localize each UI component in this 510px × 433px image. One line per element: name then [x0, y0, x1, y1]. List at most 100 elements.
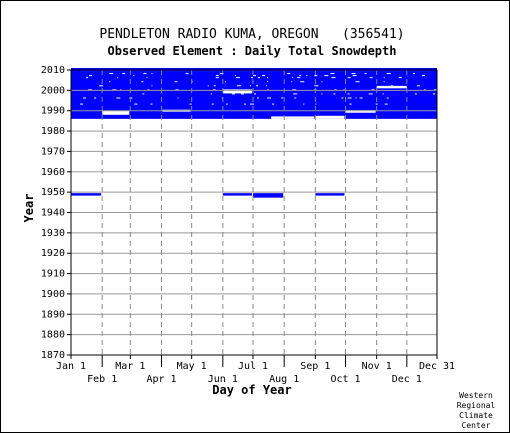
y-tick-label: 1890	[41, 309, 65, 320]
missing-day	[215, 75, 219, 77]
missing-day	[191, 81, 193, 83]
missing-day	[267, 89, 270, 91]
chart-title: PENDLETON RADIO KUMA, OREGON (356541)	[99, 27, 404, 42]
missing-day	[210, 93, 212, 95]
y-tick-label: 1940	[41, 208, 65, 219]
missing-day	[249, 85, 251, 87]
missing-day	[177, 97, 179, 99]
missing-day	[398, 77, 402, 79]
missing-day	[315, 103, 317, 105]
y-tick-label: 2000	[41, 85, 65, 96]
missing-day	[347, 97, 352, 99]
missing-day	[390, 85, 393, 87]
missing-day	[343, 89, 345, 91]
missing-day	[151, 73, 153, 75]
data-gap	[271, 116, 315, 119]
missing-day	[292, 77, 294, 79]
missing-day	[99, 85, 104, 87]
missing-day	[333, 93, 336, 95]
coverage-block	[315, 193, 345, 196]
missing-day	[86, 77, 89, 79]
y-tick-label: 2010	[41, 65, 65, 76]
missing-day	[122, 73, 126, 75]
missing-day	[321, 81, 323, 83]
missing-day	[267, 97, 272, 99]
missing-day	[262, 75, 266, 77]
x-tick-label: Aug 1	[269, 374, 299, 385]
axis-layer: 1870 1880 1890 1900 1910 1920 1930 1940 1950 1960…	[41, 65, 455, 385]
missing-day	[299, 75, 302, 77]
missing-day	[146, 77, 148, 79]
missing-day	[116, 97, 121, 99]
missing-day	[359, 97, 363, 99]
missing-day	[351, 73, 356, 75]
credit-line-3: Climate	[459, 411, 493, 420]
missing-day	[347, 93, 350, 95]
x-tick-label: Apr 1	[146, 374, 176, 385]
x-tick-label: Sep 1	[300, 361, 330, 372]
y-tick-label: 1910	[41, 269, 65, 280]
missing-day	[133, 75, 135, 77]
missing-day	[433, 89, 437, 91]
missing-day	[291, 81, 293, 83]
missing-day	[235, 77, 240, 79]
data-gap	[315, 115, 345, 119]
y-tick-label: 1970	[41, 146, 65, 157]
missing-day	[300, 81, 305, 83]
missing-day	[341, 97, 344, 99]
plot-border	[70, 69, 438, 356]
y-tick-label: 1920	[41, 248, 65, 259]
missing-day	[314, 85, 319, 87]
missing-day	[243, 103, 246, 105]
y-tick-label: 1950	[41, 187, 65, 198]
missing-day	[281, 97, 284, 99]
missing-day	[231, 93, 235, 95]
missing-day	[213, 85, 216, 87]
missing-day	[382, 93, 384, 95]
missing-day	[88, 89, 93, 91]
missing-day	[330, 73, 335, 75]
x-tick-label: Mar 1	[115, 361, 145, 372]
y-tick-label: 1990	[41, 106, 65, 117]
missing-day	[324, 75, 329, 77]
missing-day	[112, 89, 117, 91]
missing-day	[109, 81, 111, 83]
missing-day	[267, 81, 269, 83]
missing-day	[294, 97, 297, 99]
missing-day	[254, 93, 257, 95]
missing-day	[234, 75, 236, 77]
missing-day	[89, 75, 93, 77]
missing-day	[120, 89, 122, 91]
missing-day	[355, 97, 357, 99]
missing-day	[83, 97, 87, 99]
missing-day	[314, 75, 318, 77]
missing-day	[287, 73, 291, 75]
missing-day	[151, 85, 153, 87]
credit-block: Western Regional Climate Center	[457, 391, 496, 430]
missing-day	[174, 81, 178, 83]
x-tick-label: Nov 1	[362, 361, 392, 372]
missing-day	[256, 85, 259, 87]
missing-day	[386, 73, 391, 75]
missing-day	[383, 81, 385, 83]
y-tick-label: 1880	[41, 330, 65, 341]
missing-day	[423, 89, 426, 91]
missing-day	[352, 75, 357, 77]
x-tick-label: Oct 1	[330, 374, 360, 385]
credit-line-4: Center	[462, 421, 491, 430]
x-tick-label: Dec 31	[419, 361, 455, 372]
missing-day	[207, 85, 209, 87]
missing-day	[412, 73, 415, 75]
missing-day	[109, 73, 114, 75]
missing-day	[349, 103, 352, 105]
data-gap	[222, 89, 252, 94]
missing-day	[421, 75, 425, 77]
missing-day	[224, 81, 226, 83]
missing-day	[416, 85, 420, 87]
missing-day	[249, 103, 254, 105]
missing-day	[371, 89, 375, 91]
missing-day	[303, 103, 305, 105]
missing-day	[267, 77, 269, 79]
missing-day	[432, 93, 435, 95]
